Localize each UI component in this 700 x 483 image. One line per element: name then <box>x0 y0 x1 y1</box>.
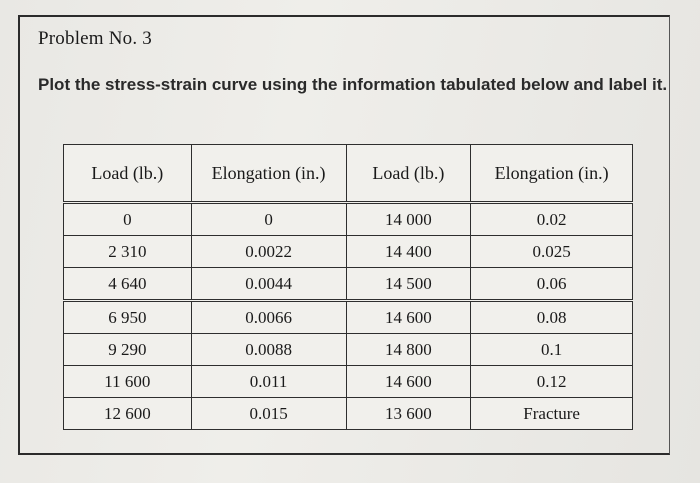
table-cell: 14 600 <box>345 365 472 398</box>
table-cell: 0.025 <box>470 235 633 268</box>
problem-frame <box>18 15 670 455</box>
table-cell: 0 <box>190 202 347 236</box>
problem-title: Problem No. 3 <box>38 28 152 49</box>
table-cell: 14 800 <box>345 333 472 366</box>
table-cell: 6 950 <box>63 299 192 334</box>
table-cell: 2 310 <box>63 235 192 268</box>
table-row: 2 310 0.0022 14 400 0.025 <box>63 235 633 268</box>
table-cell: 14 600 <box>345 299 472 334</box>
table-header-row: Load (lb.) Elongation (in.) Load (lb.) E… <box>63 144 633 203</box>
table-cell: 4 640 <box>63 267 192 301</box>
header-load-2: Load (lb.) <box>345 144 472 203</box>
table-row: 0 0 14 000 0.02 <box>63 202 633 236</box>
table-cell: 0.12 <box>470 365 633 398</box>
table-cell: 0.0066 <box>190 299 347 334</box>
header-load-1: Load (lb.) <box>63 144 192 203</box>
table-cell: 9 290 <box>63 333 192 366</box>
table-cell: 14 000 <box>345 202 472 236</box>
header-elongation-2: Elongation (in.) <box>470 144 633 203</box>
table-cell: 0.06 <box>470 267 633 301</box>
table-cell: 0.011 <box>190 365 347 398</box>
table-row: 12 600 0.015 13 600 Fracture <box>63 397 633 430</box>
table-row: 4 640 0.0044 14 500 0.06 <box>63 267 633 301</box>
load-elongation-table: Load (lb.) Elongation (in.) Load (lb.) E… <box>63 144 633 430</box>
table-row: 11 600 0.011 14 600 0.12 <box>63 365 633 398</box>
problem-instructions: Plot the stress-strain curve using the i… <box>38 75 668 94</box>
header-elongation-1: Elongation (in.) <box>190 144 347 203</box>
table-cell: 13 600 <box>345 397 472 430</box>
table-cell: 14 500 <box>345 267 472 301</box>
table-cell: 0.015 <box>190 397 347 430</box>
table-cell: 14 400 <box>345 235 472 268</box>
table-cell: 0.0022 <box>190 235 347 268</box>
table-cell: 0 <box>63 202 192 236</box>
table-cell: 0.1 <box>470 333 633 366</box>
table-cell: 12 600 <box>63 397 192 430</box>
table-cell: 0.02 <box>470 202 633 236</box>
load-elongation-table-container: Load (lb.) Elongation (in.) Load (lb.) E… <box>63 144 633 430</box>
table-row: 9 290 0.0088 14 800 0.1 <box>63 333 633 366</box>
table-cell: 0.0088 <box>190 333 347 366</box>
table-row: 6 950 0.0066 14 600 0.08 <box>63 299 633 334</box>
table-cell: 0.0044 <box>190 267 347 301</box>
table-cell: 0.08 <box>470 299 633 334</box>
table-cell: 11 600 <box>63 365 192 398</box>
table-cell: Fracture <box>470 397 633 430</box>
